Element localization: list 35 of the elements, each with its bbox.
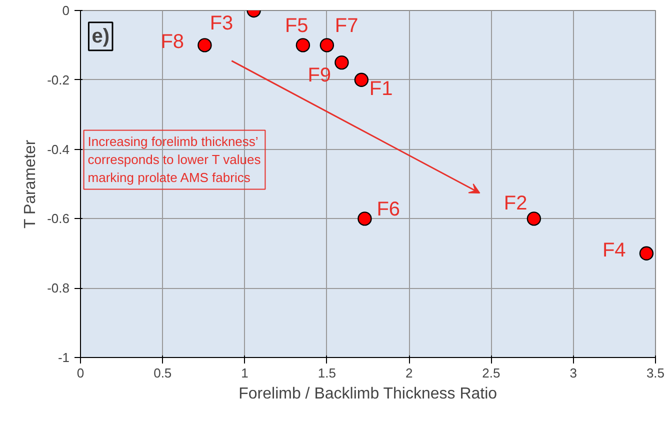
annotation: F3	[210, 12, 234, 34]
point	[526, 212, 542, 226]
x-tick-label: 2.5	[482, 366, 500, 380]
annotation: F7	[334, 15, 358, 38]
x-tick-label: 2	[405, 366, 413, 380]
y-tick-label: 0	[62, 3, 70, 18]
annotation: F6	[376, 198, 400, 221]
x-tick-label: 3.5	[646, 366, 665, 380]
y-tick-label: -1	[58, 350, 70, 365]
point	[198, 38, 212, 52]
point	[320, 38, 334, 52]
x-tick-label: 1	[241, 366, 248, 380]
point	[354, 72, 369, 87]
y-tick-label: -0.4	[47, 142, 70, 157]
point	[296, 38, 310, 52]
y-tick-label: -0.8	[47, 280, 70, 296]
point	[639, 246, 654, 260]
x-tick-label: 3	[570, 366, 577, 380]
annotation: F4	[602, 239, 626, 262]
point	[358, 212, 372, 226]
annotation: Increasing forelimb thickness’ corresponds to lower T values marking prolate AMS fabrics	[88, 134, 262, 186]
x-tick-label: 0	[76, 366, 84, 380]
annotation: F2	[504, 192, 528, 215]
y-tick-label: -0.6	[47, 211, 70, 226]
annotation: F8	[160, 31, 184, 54]
x-tick-label: 1.5	[318, 366, 336, 380]
y-axis-title: T Parameter	[22, 139, 40, 228]
annotation: F1	[369, 78, 393, 100]
annotation: e)	[92, 25, 110, 48]
annotation: F5	[284, 15, 308, 38]
y-tick-label: -0.2	[47, 72, 70, 88]
x-axis-title: Forelimb / Backlimb Thickness Ratio	[238, 386, 498, 402]
x-tick-label: 0.5	[154, 366, 172, 380]
annotation: F9	[308, 64, 332, 87]
point	[334, 55, 349, 70]
